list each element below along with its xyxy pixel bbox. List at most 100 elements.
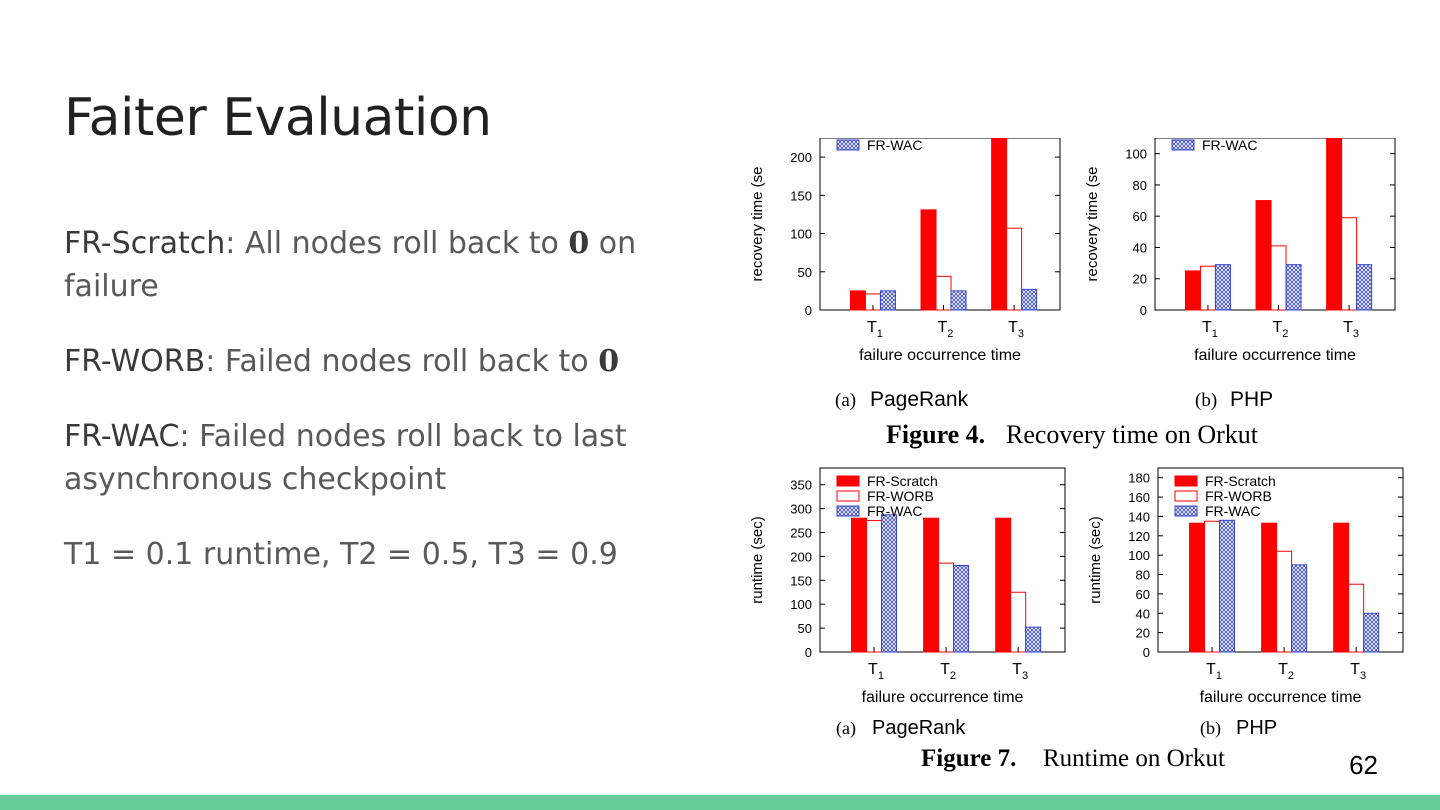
- legend-swatch: [1174, 490, 1198, 502]
- y-tick-label: 100: [790, 227, 812, 242]
- x-axis-label: failure occurrence time: [1194, 347, 1356, 364]
- y-tick-label: 350: [790, 478, 812, 493]
- x-axis-label: failure occurrence time: [862, 689, 1024, 706]
- legend-label: FR-Scratch: [1205, 473, 1276, 489]
- slide-title: Faiter Evaluation: [64, 88, 492, 148]
- y-axis-label: runtime (sec): [1087, 516, 1104, 604]
- bar-fr-scratch-t1: [851, 517, 868, 653]
- figure-4: 0 50 100 150 200 recovery time (se T1 T2 T3 failu…: [740, 130, 1420, 455]
- legend-swatch: [836, 475, 860, 487]
- y-axis-label: recovery time (se: [1084, 166, 1101, 281]
- bullet-fr-scratch: FR-Scratch: All nodes roll back to 0 on …: [64, 222, 694, 308]
- bar-fr-wac-t1: [1214, 264, 1231, 311]
- x-tick-label: T3: [1350, 661, 1366, 682]
- legend-label: FR-WAC: [867, 137, 922, 153]
- bullet-fr-worb: FR-WORB: Failed nodes roll back to 0: [64, 340, 694, 383]
- x-tick-label: T1: [1202, 319, 1218, 340]
- legend-label: FR-WORB: [867, 488, 934, 504]
- bar-fr-scratch-t2: [1261, 522, 1278, 653]
- subtitle-pagerank: PageRank: [872, 717, 966, 739]
- bar-fr-wac-t2: [953, 564, 970, 653]
- bullet-zero: 0: [598, 344, 620, 379]
- bar-fr-wac-t2: [950, 290, 967, 311]
- y-tick-label: 140: [1128, 509, 1150, 524]
- y-tick-label: 50: [798, 265, 812, 280]
- y-tick-label: 120: [1128, 529, 1150, 544]
- y-tick-label: 50: [798, 621, 812, 636]
- y-axis-label: recovery time (se: [749, 166, 766, 281]
- panel-label: (b): [1200, 718, 1221, 739]
- bar-fr-worb-t3: [1010, 591, 1027, 653]
- bullet-text: : Failed nodes roll back to: [205, 344, 599, 379]
- bar-fr-worb-t1: [1204, 520, 1221, 653]
- figure-4-caption-text: Recovery time on Orkut: [1006, 420, 1259, 449]
- y-tick-label: 60: [1133, 209, 1147, 224]
- y-tick-label: 200: [790, 549, 812, 564]
- bar-fr-wac-t2: [1291, 564, 1308, 653]
- chart-php-recovery: 0 20 40 60 80 100 recovery time (se T1 T2 T3 failu…: [1084, 137, 1396, 364]
- bullet-fr-wac: FR-WAC: Failed nodes roll back to last a…: [64, 415, 694, 501]
- bullet-list: FR-Scratch: All nodes roll back to 0 on …: [64, 222, 694, 608]
- panel-label: (a): [835, 390, 856, 411]
- bullet-term: FR-WORB: [64, 344, 206, 379]
- bar-fr-wac-t2: [1285, 264, 1302, 311]
- x-axis-label: failure occurrence time: [1200, 689, 1362, 706]
- bar-fr-wac-t3: [1021, 288, 1038, 311]
- bar-fr-scratch-t3: [1333, 522, 1350, 653]
- x-tick-label: T1: [1206, 661, 1222, 682]
- y-tick-label: 250: [790, 526, 812, 541]
- bar-fr-wac-t3: [1363, 612, 1380, 653]
- figure-7-svg: 0 50 100 150 200 250 300 350 runtime (sec) T1 T2 T3…: [749, 467, 1404, 772]
- legend-label: FR-WAC: [1205, 503, 1260, 519]
- y-tick-label: 160: [1128, 490, 1150, 505]
- page-number: 62: [1349, 750, 1378, 780]
- legend-label: FR-WAC: [1202, 137, 1257, 153]
- bar-fr-wac-t3: [1025, 626, 1042, 653]
- bar-fr-worb-t3: [1006, 227, 1023, 311]
- legend-swatch: [1174, 505, 1198, 517]
- x-tick-label: T3: [1343, 319, 1359, 340]
- y-tick-label: 0: [805, 303, 812, 318]
- legend-label: FR-Scratch: [867, 473, 938, 489]
- legend-swatch: [1171, 139, 1195, 151]
- legend-label: FR-WORB: [1205, 488, 1272, 504]
- legend-label: FR-WAC: [867, 503, 922, 519]
- bar-fr-scratch-t3: [995, 517, 1012, 653]
- bullet-term: FR-Scratch: [64, 226, 226, 261]
- y-tick-label: 80: [1133, 178, 1147, 193]
- bullet-timing: T1 = 0.1 runtime, T2 = 0.5, T3 = 0.9: [64, 533, 694, 576]
- x-axis-label: failure occurrence time: [859, 347, 1021, 364]
- y-tick-label: 100: [790, 597, 812, 612]
- bullet-text: : Failed nodes roll back to last asynchr…: [64, 419, 627, 497]
- bar-fr-worb-t2: [938, 562, 955, 653]
- chart-pagerank-runtime: 0 50 100 150 200 250 300 350 runtime (sec) T1 T2 T3…: [749, 467, 1066, 706]
- figure-7-caption-text: Runtime on Orkut: [1043, 745, 1225, 772]
- y-tick-label: 150: [790, 573, 812, 588]
- bar-fr-worb-t2: [1270, 245, 1287, 311]
- y-tick-label: 0: [1140, 303, 1147, 318]
- legend-swatch: [1174, 475, 1198, 487]
- legend-swatch: [836, 505, 860, 517]
- y-tick-label: 0: [1143, 645, 1150, 660]
- y-tick-label: 200: [790, 150, 812, 165]
- x-tick-label: T3: [1008, 319, 1024, 340]
- y-tick-label: 20: [1136, 626, 1150, 641]
- y-tick-label: 300: [790, 502, 812, 517]
- chart-pagerank-recovery: 0 50 100 150 200 recovery time (se T1 T2 T3 failu…: [749, 137, 1061, 364]
- subtitle-php: PHP: [1230, 388, 1273, 411]
- figure-7-caption-label: Figure 7.: [921, 745, 1016, 772]
- figure-4-caption-label: Figure 4.: [886, 420, 985, 449]
- bar-fr-scratch-t2: [923, 517, 940, 653]
- bar-fr-scratch-t3: [991, 138, 1008, 311]
- bar-fr-scratch-t2: [1255, 200, 1272, 311]
- legend-swatch: [836, 490, 860, 502]
- bar-fr-scratch-t1: [1184, 270, 1201, 311]
- y-tick-label: 40: [1133, 240, 1147, 255]
- bar-fr-wac-t1: [881, 514, 898, 653]
- x-tick-label: T2: [940, 661, 956, 682]
- bar-fr-worb-t3: [1341, 217, 1358, 311]
- bullet-term: FR-WAC: [64, 419, 180, 454]
- x-tick-label: T2: [1273, 319, 1289, 340]
- y-tick-label: 180: [1128, 471, 1150, 486]
